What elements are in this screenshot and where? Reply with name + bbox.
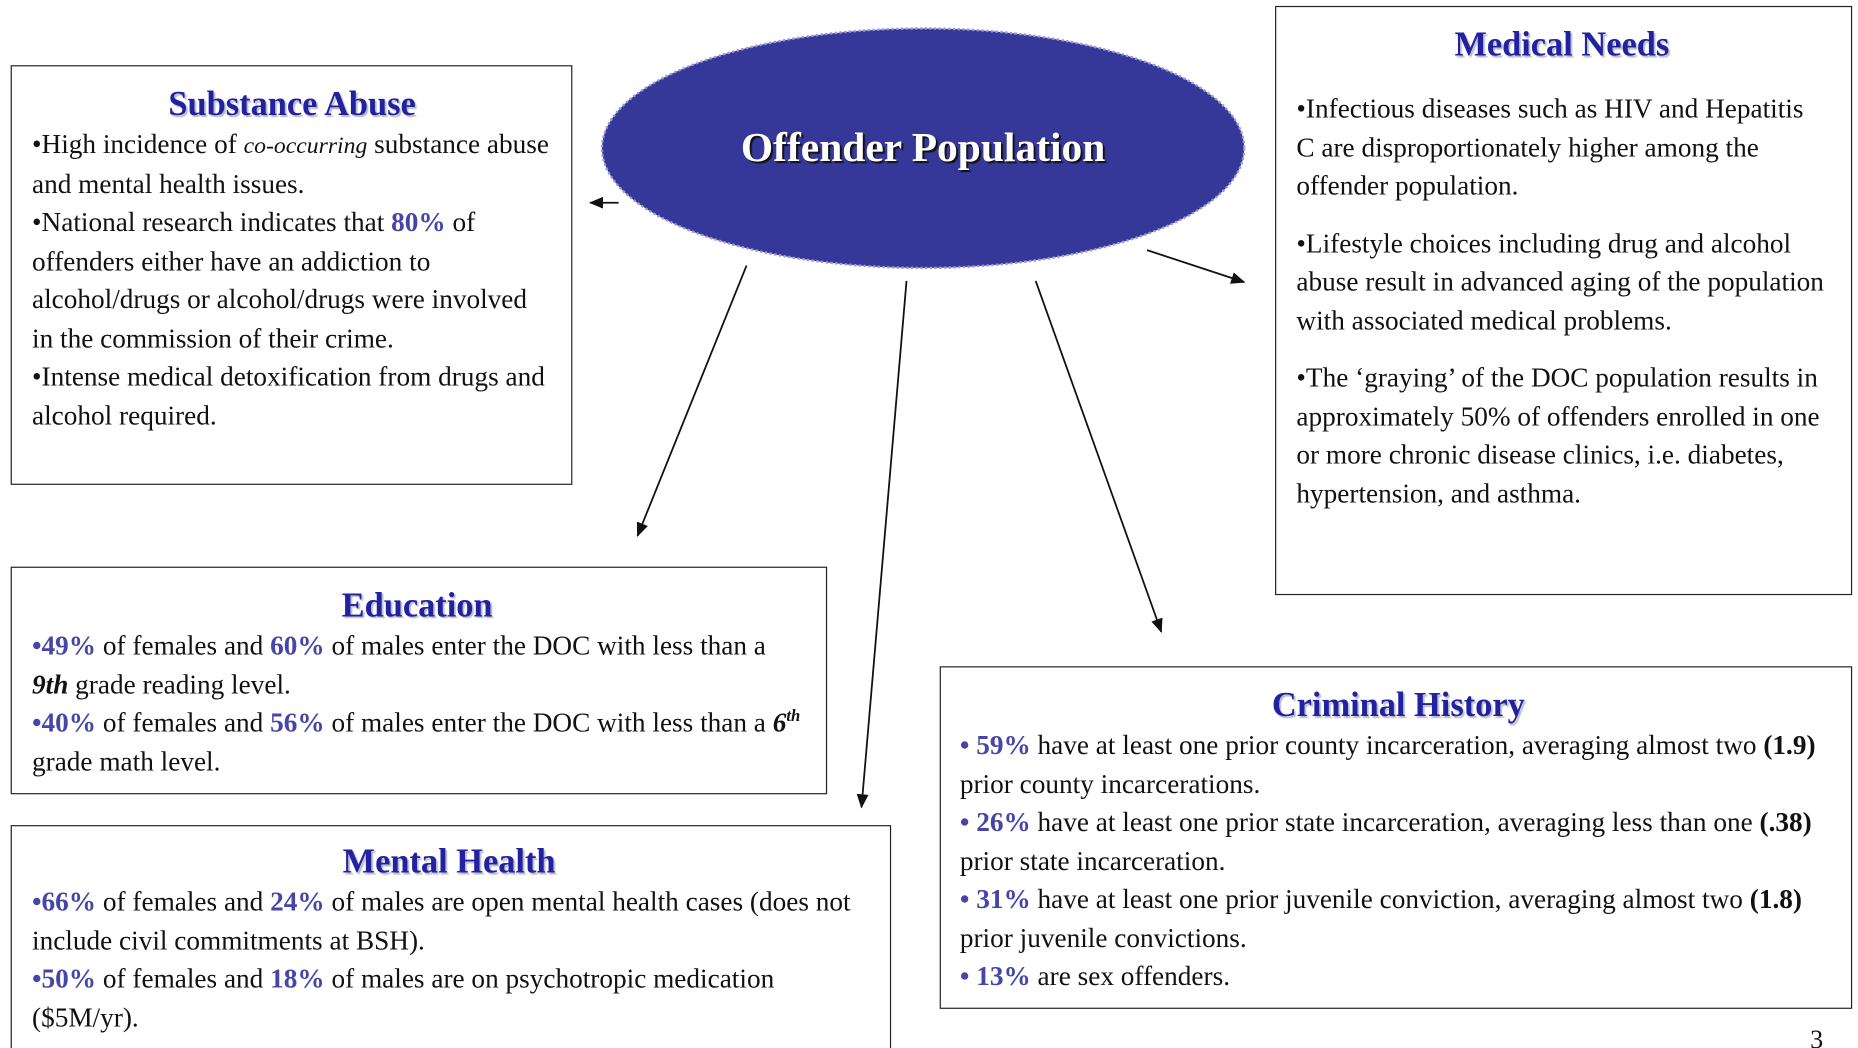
text: grade reading level. xyxy=(68,669,291,699)
text: of offenders either have an addiction to… xyxy=(31,207,528,353)
hub-ellipse xyxy=(600,27,1246,270)
average: (.38) xyxy=(1759,807,1812,837)
item: • 13% are sex offenders. xyxy=(960,958,1837,997)
item: •40% of females and 56% of males enter t… xyxy=(32,704,802,781)
education-box: Education •49% of females and 60% of mal… xyxy=(10,566,828,795)
text: have at least one prior state incarcerat… xyxy=(1030,807,1760,837)
item: •Intense medical detoxification from dru… xyxy=(32,358,552,435)
percent: •40% xyxy=(31,707,97,738)
percent: • 31% xyxy=(959,884,1031,915)
text: of males are on psychotropic medication … xyxy=(31,963,775,1032)
text: have at least one prior juvenile convict… xyxy=(1030,884,1750,915)
text: are sex offenders. xyxy=(1030,961,1231,992)
item: •Infectious diseases such as HIV and Hep… xyxy=(1296,90,1827,206)
mental-health-box: Mental Health •66% of females and 24% of… xyxy=(10,825,892,1048)
medical-needs-box: Medical Needs •Infectious diseases such … xyxy=(1275,5,1853,596)
item: •High incidence of co-occurring substanc… xyxy=(32,126,552,204)
arrow xyxy=(636,265,748,537)
percent: •49% xyxy=(31,630,97,661)
text: •National research indicates that xyxy=(31,207,392,238)
hub-label: Offender Population xyxy=(741,124,1105,170)
average: (1.8) xyxy=(1749,884,1802,915)
substance-abuse-box: Substance Abuse •High incidence of co-oc… xyxy=(10,65,573,485)
text: of males enter the DOC with less than a xyxy=(324,707,773,738)
box-title: Mental Health xyxy=(342,842,556,881)
percent: 60% xyxy=(270,630,325,661)
text: •Lifestyle choices including drug and al… xyxy=(1296,228,1824,335)
percent: 80% xyxy=(391,207,446,238)
percent: •66% xyxy=(31,886,97,917)
item: •50% of females and 18% of males are on … xyxy=(32,960,866,1037)
item: •Lifestyle choices including drug and al… xyxy=(1296,225,1827,341)
percent: 56% xyxy=(270,707,325,738)
page-number: 3 xyxy=(1810,1025,1823,1048)
text: grade math level. xyxy=(31,746,221,776)
text: of females and xyxy=(96,963,271,994)
text: of females and xyxy=(96,886,271,917)
grade: 6 xyxy=(772,707,787,738)
text: prior county incarcerations. xyxy=(959,768,1261,799)
item: • 59% have at least one prior county inc… xyxy=(960,727,1837,804)
percent: • 26% xyxy=(959,807,1031,837)
item: • 26% have at least one prior state inca… xyxy=(960,804,1837,881)
percent: •50% xyxy=(31,963,97,994)
item: •66% of females and 24% of males are ope… xyxy=(32,883,866,960)
grade: 9th xyxy=(31,669,69,699)
arrow xyxy=(856,280,908,809)
text: •Infectious diseases such as HIV and Hep… xyxy=(1296,93,1804,201)
box-title: Medical Needs xyxy=(1454,26,1670,65)
average: (1.9) xyxy=(1763,730,1816,760)
text: of males are open mental health cases (d… xyxy=(31,886,851,955)
arrow xyxy=(1034,280,1163,633)
text: of females and xyxy=(96,707,271,738)
arrows xyxy=(588,196,1246,809)
percent: • 13% xyxy=(959,961,1031,992)
item: •National research indicates that 80% of… xyxy=(32,204,552,358)
text: •Intense medical detoxification from dru… xyxy=(31,361,545,430)
item: •49% of females and 60% of males enter t… xyxy=(32,627,802,704)
box-title: Substance Abuse xyxy=(168,85,416,124)
text: co-occurring xyxy=(243,132,368,159)
grade-suffix: th xyxy=(786,708,801,726)
text: prior state incarceration. xyxy=(959,845,1226,876)
box-title: Criminal History xyxy=(1271,686,1525,725)
text: have at least one prior county incarcera… xyxy=(1030,730,1764,760)
percent: • 59% xyxy=(959,730,1031,760)
text: of females and xyxy=(96,630,271,661)
item: •The ‘graying’ of the DOC population res… xyxy=(1296,359,1827,513)
percent: 18% xyxy=(270,963,325,994)
box-title: Education xyxy=(341,586,493,625)
criminal-history-box: Criminal History • 59% have at least one… xyxy=(939,666,1853,1009)
text: •High incidence of xyxy=(31,129,244,159)
text: •The ‘graying’ of the DOC population res… xyxy=(1296,362,1820,508)
text: prior juvenile convictions. xyxy=(959,922,1247,953)
text: of males enter the DOC with less than a xyxy=(324,630,766,661)
percent: 24% xyxy=(270,886,325,917)
item: • 31% have at least one prior juvenile c… xyxy=(960,881,1837,958)
text: substance abuse and mental health issues… xyxy=(31,129,550,199)
arrow xyxy=(1146,249,1246,284)
